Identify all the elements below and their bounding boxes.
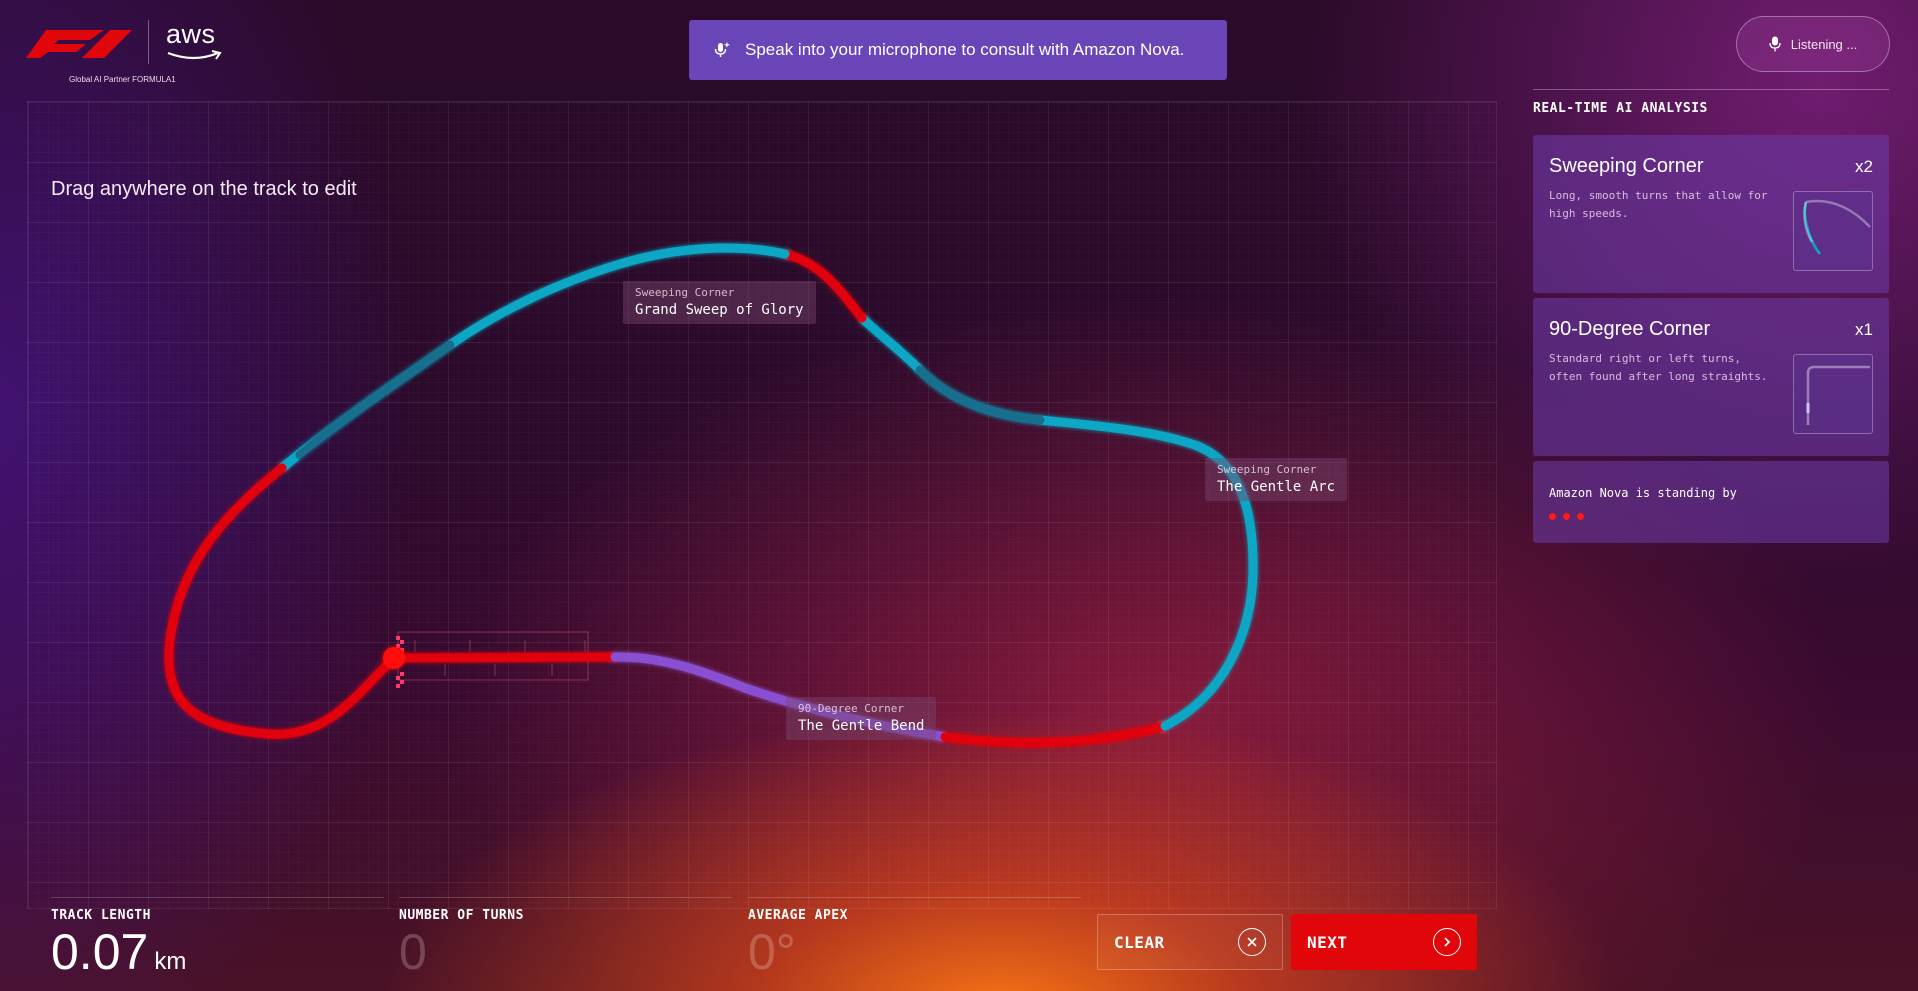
track-start-handle[interactable] [383,647,405,669]
partner-tagline: Global AI Partner FORMULA1 [69,75,176,84]
sweeping-corner-icon [1793,191,1873,271]
stat-value: 0 [399,924,427,980]
voice-prompt-banner: Speak into your microphone to consult wi… [689,20,1227,80]
stat-label: AVERAGE APEX [748,908,848,923]
aws-logo-icon: aws [166,20,226,67]
loading-dots [1549,513,1584,520]
chevron-right-icon [1433,928,1461,956]
stat-label: TRACK LENGTH [51,908,151,923]
card-title: Sweeping Corner [1549,155,1704,177]
track-segment-gentle-bend[interactable] [610,652,950,742]
stat-value: 0° [748,924,796,980]
track-segment-straight[interactable] [940,721,1170,748]
brand-logo: aws Global AI Partner FORMULA1 [26,20,246,86]
corner-type: 90-Degree Corner [798,702,904,715]
card-description: Standard right or left turns, often foun… [1549,352,1768,383]
f1-logo-icon [26,30,132,58]
card-count: x1 [1855,320,1873,339]
microphone-icon [1769,36,1781,52]
aws-smile-icon [167,50,222,60]
track-length-value: 0.07 [51,924,149,980]
track-segment-grand-sweep[interactable] [277,243,790,473]
card-count: x2 [1855,157,1873,176]
corner-label-grand-sweep[interactable]: Sweeping Corner Grand Sweep of Glory [623,281,816,324]
next-button[interactable]: NEXT [1291,914,1477,970]
corner-label-gentle-bend[interactable]: 90-Degree Corner The Gentle Bend [786,697,937,740]
stat-average-apex: AVERAGE APEX 0° [748,897,1081,977]
stat-value: 0.07 km [51,927,384,987]
track-segment-gentle-arc[interactable] [857,313,1258,731]
corner-card-sweeping: Sweeping Corner x2 Long, smooth turns th… [1533,135,1889,293]
corner-card-ninety: 90-Degree Corner x1 Standard right or le… [1533,298,1889,456]
card-description: Long, smooth turns that allow for high s… [1549,189,1768,220]
stat-track-length: TRACK LENGTH 0.07 km [51,897,384,987]
corner-label-gentle-arc[interactable]: Sweeping Corner The Gentle Arc [1205,458,1348,501]
stat-label: NUMBER OF TURNS [399,908,524,923]
voice-prompt-text: Speak into your microphone to consult wi… [745,40,1185,59]
ninety-degree-corner-icon [1793,354,1873,434]
track-segment-straight[interactable] [389,652,620,663]
logo-divider [148,20,149,64]
microphone-sparkle-icon [714,42,730,57]
corner-name: Grand Sweep of Glory [635,302,804,318]
drag-hint: Drag anywhere on the track to edit [51,178,357,200]
track-length-unit: km [154,948,187,975]
corner-name: The Gentle Bend [798,718,925,734]
nova-status-text: Amazon Nova is standing by [1549,486,1737,500]
analysis-panel-title: REAL-TIME AI ANALYSIS [1533,101,1708,116]
panel-divider [1533,89,1889,90]
card-title: 90-Degree Corner [1549,318,1711,340]
listening-label: Listening ... [1790,36,1858,52]
corner-type: Sweeping Corner [635,286,735,299]
listening-button[interactable]: Listening ... [1736,16,1890,72]
corner-name: The Gentle Arc [1217,479,1336,495]
track-canvas[interactable] [27,101,1497,909]
stat-number-of-turns: NUMBER OF TURNS 0 [399,897,732,977]
clear-button[interactable]: CLEAR [1097,914,1283,970]
nova-status-card: Amazon Nova is standing by [1533,461,1889,543]
close-icon [1238,928,1266,956]
next-button-label: NEXT [1307,932,1348,952]
aws-wordmark: aws [166,19,216,49]
track-segment-straight[interactable] [164,463,399,739]
track-segment-straight[interactable] [780,249,867,323]
corner-type: Sweeping Corner [1217,463,1317,476]
clear-button-label: CLEAR [1114,932,1165,952]
